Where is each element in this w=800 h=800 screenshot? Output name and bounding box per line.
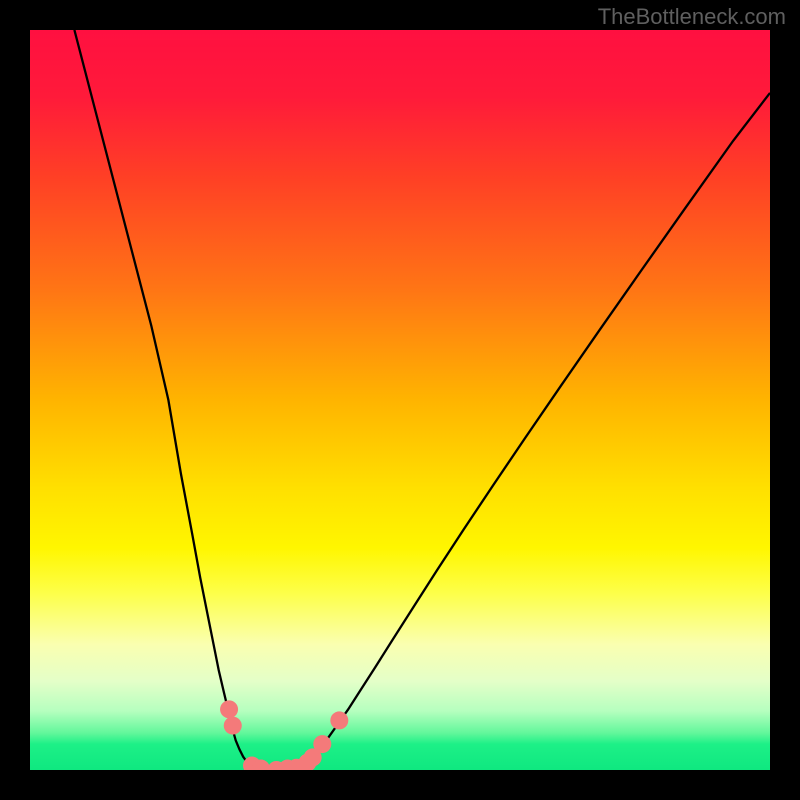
- gradient-background: [30, 30, 770, 770]
- marker-point: [224, 717, 242, 735]
- marker-point: [220, 700, 238, 718]
- chart-svg: [30, 30, 770, 770]
- plot-area: [30, 30, 770, 770]
- marker-point: [313, 735, 331, 753]
- marker-point: [330, 711, 348, 729]
- watermark-text: TheBottleneck.com: [598, 4, 786, 30]
